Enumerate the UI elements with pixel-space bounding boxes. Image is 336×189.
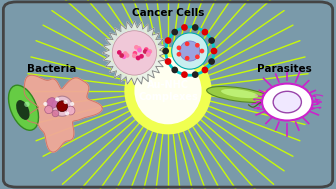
Ellipse shape	[208, 37, 215, 44]
Ellipse shape	[146, 50, 151, 55]
Ellipse shape	[172, 33, 208, 69]
Polygon shape	[102, 21, 166, 85]
Ellipse shape	[165, 37, 171, 44]
Ellipse shape	[123, 51, 128, 56]
Ellipse shape	[171, 29, 178, 36]
Ellipse shape	[262, 84, 312, 121]
Ellipse shape	[208, 58, 215, 65]
Ellipse shape	[66, 106, 75, 115]
Ellipse shape	[119, 53, 124, 58]
Text: Cancer Cells: Cancer Cells	[132, 8, 204, 18]
Ellipse shape	[185, 41, 190, 46]
Ellipse shape	[47, 98, 57, 108]
Ellipse shape	[137, 48, 142, 53]
Ellipse shape	[181, 24, 188, 31]
Ellipse shape	[55, 97, 59, 101]
Ellipse shape	[124, 47, 212, 134]
Ellipse shape	[133, 51, 137, 56]
Ellipse shape	[134, 45, 139, 50]
Ellipse shape	[43, 102, 47, 106]
Ellipse shape	[57, 101, 68, 112]
Ellipse shape	[65, 111, 69, 115]
Ellipse shape	[185, 56, 190, 61]
Ellipse shape	[122, 54, 126, 59]
Ellipse shape	[165, 58, 171, 65]
Ellipse shape	[171, 67, 178, 73]
Ellipse shape	[125, 53, 129, 58]
Ellipse shape	[52, 96, 72, 116]
Ellipse shape	[24, 102, 30, 107]
Ellipse shape	[136, 56, 141, 60]
Ellipse shape	[137, 46, 141, 51]
Ellipse shape	[64, 100, 68, 104]
Ellipse shape	[180, 41, 200, 61]
Ellipse shape	[195, 54, 200, 59]
Ellipse shape	[148, 49, 152, 54]
Ellipse shape	[143, 49, 148, 54]
Ellipse shape	[134, 57, 202, 124]
Ellipse shape	[132, 53, 137, 58]
Ellipse shape	[16, 100, 30, 120]
Ellipse shape	[207, 87, 270, 102]
Text: Bacteria: Bacteria	[28, 64, 77, 74]
Ellipse shape	[52, 110, 59, 117]
Ellipse shape	[202, 29, 208, 36]
Ellipse shape	[162, 48, 169, 54]
Ellipse shape	[146, 52, 151, 57]
Ellipse shape	[181, 71, 188, 78]
Ellipse shape	[70, 102, 74, 106]
Ellipse shape	[112, 31, 157, 75]
Ellipse shape	[211, 48, 217, 54]
Ellipse shape	[8, 85, 39, 130]
Ellipse shape	[139, 54, 144, 59]
Text: Au-NHC
Complexes: Au-NHC Complexes	[138, 80, 198, 101]
Ellipse shape	[122, 53, 127, 57]
Ellipse shape	[117, 50, 122, 55]
Polygon shape	[24, 75, 102, 152]
Ellipse shape	[192, 71, 199, 78]
Ellipse shape	[45, 106, 53, 114]
Ellipse shape	[177, 52, 181, 57]
Ellipse shape	[195, 43, 200, 48]
Ellipse shape	[273, 91, 301, 113]
Ellipse shape	[144, 47, 149, 52]
Text: Parasites: Parasites	[257, 64, 311, 74]
Ellipse shape	[202, 67, 208, 73]
Ellipse shape	[221, 89, 258, 98]
Ellipse shape	[192, 24, 199, 31]
Ellipse shape	[200, 49, 204, 53]
Ellipse shape	[177, 46, 181, 50]
Ellipse shape	[136, 56, 140, 60]
